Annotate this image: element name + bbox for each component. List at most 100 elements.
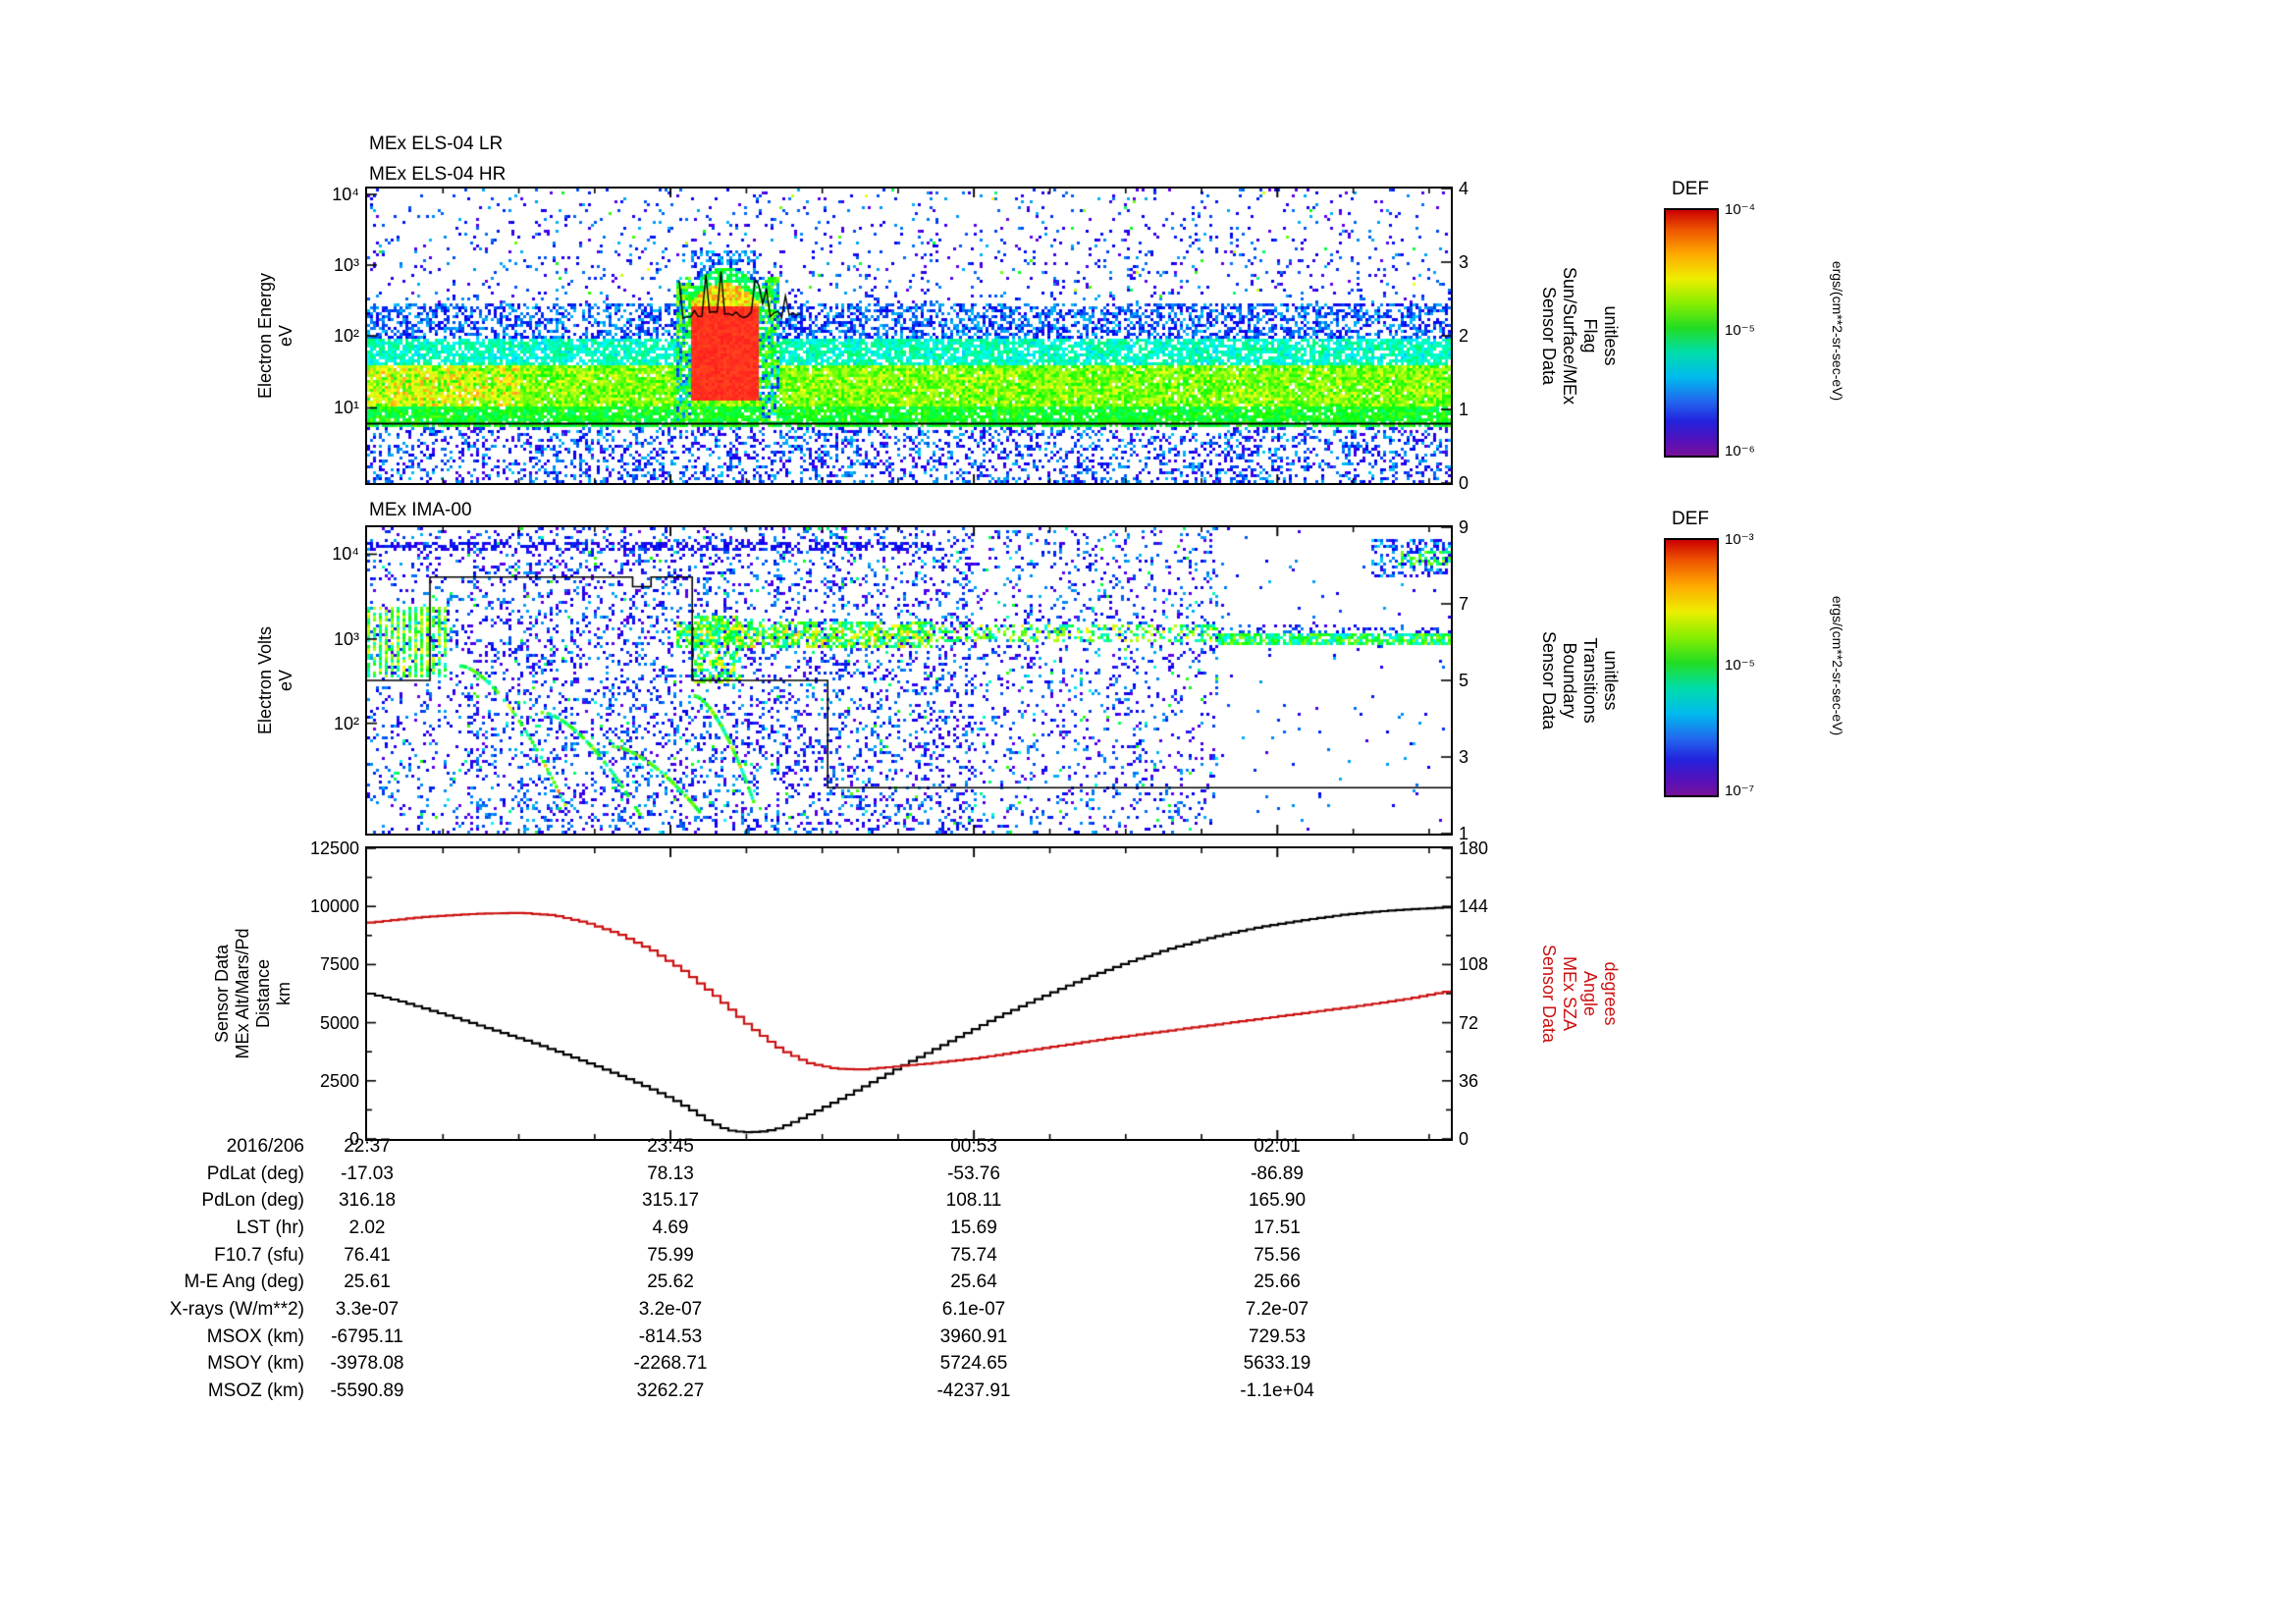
table-row-label: PdLat (deg): [206, 1163, 304, 1184]
els-ytick: 10³: [333, 255, 359, 275]
table-row: MSOZ (km) -5590.89 3262.27 -4237.91 -1.1…: [0, 1380, 1629, 1404]
ts-plot-area: [365, 846, 1453, 1141]
table-row-label: LST (hr): [236, 1217, 304, 1238]
ima-right-tick: 7: [1459, 594, 1469, 614]
els-title-hr: MEx ELS-04 HR: [369, 164, 507, 185]
axis-label-line: Electron Volts: [255, 625, 275, 735]
table-cell: 165.90: [1248, 1190, 1307, 1211]
table-cell: 25.61: [344, 1271, 391, 1292]
table-cell: 76.41: [344, 1245, 391, 1266]
table-row-label: MSOZ (km): [207, 1380, 304, 1401]
table-cell: -4237.91: [936, 1380, 1011, 1401]
table-cell: -17.03: [341, 1163, 394, 1184]
axis-label-line: Angle: [1580, 970, 1600, 1017]
table-cell: -86.89: [1251, 1163, 1304, 1184]
table-row: PdLon (deg) 316.18 315.17 108.11 165.90: [0, 1190, 1629, 1214]
els-ytick: 10²: [333, 326, 359, 346]
axis-label-line: unitless: [1601, 305, 1621, 366]
table-cell: 00:53: [950, 1136, 997, 1157]
axis-label-line: Sensor Data: [212, 944, 232, 1044]
ts-ytick: 0: [348, 1129, 359, 1149]
els-title-lr: MEx ELS-04 LR: [369, 134, 504, 154]
table-cell: 22:37: [344, 1136, 391, 1157]
table-cell: 78.13: [647, 1163, 694, 1184]
ts-right-tick: 144: [1459, 896, 1489, 916]
axis-label-line: Electron Energy: [255, 272, 275, 400]
ts-ytick: 10000: [309, 896, 359, 916]
ts-right-tick: 72: [1459, 1013, 1479, 1033]
table-row-label: MSOY (km): [207, 1353, 304, 1374]
table-cell: 6.1e-07: [941, 1299, 1006, 1320]
axis-label-line: MEx Alt/Mars/Pd: [233, 928, 252, 1059]
table-cell: 75.74: [950, 1245, 997, 1266]
ima-plot-area: [365, 525, 1453, 836]
table-row-label: MSOX (km): [206, 1326, 304, 1347]
table-cell: 23:45: [647, 1136, 694, 1157]
table-cell: -6795.11: [331, 1326, 403, 1347]
table-cell: 75.99: [647, 1245, 694, 1266]
ts-right-tick: 36: [1459, 1071, 1479, 1091]
table-row: M-E Ang (deg) 25.61 25.62 25.64 25.66: [0, 1271, 1629, 1295]
ima-y-axis-label: Electron Volts eV: [253, 527, 298, 834]
table-cell: -814.53: [638, 1326, 703, 1347]
els-ytick: 10¹: [333, 398, 359, 417]
table-row-label: F10.7 (sfu): [214, 1245, 304, 1266]
table-cell: 25.66: [1254, 1271, 1301, 1292]
table-row: X-rays (W/m**2) 3.3e-07 3.2e-07 6.1e-07 …: [0, 1299, 1629, 1323]
els-right-tick: 1: [1459, 400, 1469, 419]
els-right-tick: 2: [1459, 326, 1469, 346]
els-ytick: 10⁴: [332, 185, 359, 204]
table-cell: -2268.71: [633, 1353, 708, 1374]
table-cell: 316.18: [338, 1190, 397, 1211]
els-right-tick: 4: [1459, 179, 1469, 198]
axis-label-line: Sensor Data: [1539, 286, 1559, 386]
els-right-tick: 3: [1459, 252, 1469, 272]
ts-ytick: 5000: [319, 1013, 359, 1033]
table-row: MSOY (km) -3978.08 -2268.71 5724.65 5633…: [0, 1353, 1629, 1377]
colorbar1-tick: 10⁻⁶: [1725, 443, 1755, 460]
colorbar1: [1664, 208, 1719, 458]
ts-line-chart-canvas: [367, 848, 1451, 1139]
table-cell: 17.51: [1254, 1217, 1301, 1238]
table-cell: 75.56: [1254, 1245, 1301, 1266]
table-row-label: 2016/206: [226, 1136, 304, 1157]
ts-right-axis-label: Sensor Data MEx SZA Angle degrees: [1536, 848, 1623, 1139]
table-cell: 315.17: [641, 1190, 700, 1211]
colorbar1-tick: 10⁻⁵: [1725, 322, 1755, 339]
table-row-label: PdLon (deg): [201, 1190, 304, 1211]
ts-ytick: 2500: [319, 1071, 359, 1091]
table-row-label: X-rays (W/m**2): [169, 1299, 304, 1320]
ima-spectrogram-canvas: [367, 527, 1451, 834]
colorbar1-unit-label: ergs/(cm**2-sr-sec-eV): [1828, 208, 1847, 454]
ts-right-tick: 0: [1459, 1129, 1469, 1149]
colorbar2-tick: 10⁻⁵: [1725, 657, 1755, 674]
table-cell: -5590.89: [330, 1380, 404, 1401]
axis-label-line: Distance: [253, 958, 273, 1029]
axis-label-line: Sensor Data: [1539, 630, 1559, 730]
els-plot-area: [365, 187, 1453, 485]
colorbar1-tick: 10⁻⁴: [1725, 201, 1756, 218]
table-cell: 02:01: [1254, 1136, 1301, 1157]
els-right-tick: 0: [1459, 473, 1469, 493]
table-cell: 2.02: [348, 1217, 386, 1238]
ima-right-axis-label: Sensor Data Boundary Transitions unitles…: [1536, 527, 1623, 834]
table-row: PdLat (deg) -17.03 78.13 -53.76 -86.89: [0, 1163, 1629, 1187]
table-cell: 4.69: [652, 1217, 689, 1238]
axis-label-line: ergs/(cm**2-sr-sec-eV): [1830, 595, 1845, 736]
table-cell: 3960.91: [939, 1326, 1008, 1347]
els-spectrogram-canvas: [367, 189, 1451, 483]
table-cell: 5724.65: [939, 1353, 1008, 1374]
table-cell: 25.64: [950, 1271, 997, 1292]
ts-ytick: 12500: [309, 839, 359, 858]
axis-label-line: km: [274, 982, 294, 1005]
axis-label-line: Flag: [1580, 318, 1600, 353]
ima-ytick: 10⁴: [332, 544, 359, 564]
table-cell: 3.3e-07: [335, 1299, 400, 1320]
axis-label-line: Transitions: [1580, 637, 1600, 724]
ima-right-tick: 9: [1459, 517, 1469, 537]
table-cell: 15.69: [950, 1217, 997, 1238]
table-row: LST (hr) 2.02 4.69 15.69 17.51: [0, 1217, 1629, 1241]
ts-ytick: 7500: [319, 954, 359, 974]
ima-right-tick: 3: [1459, 747, 1469, 767]
